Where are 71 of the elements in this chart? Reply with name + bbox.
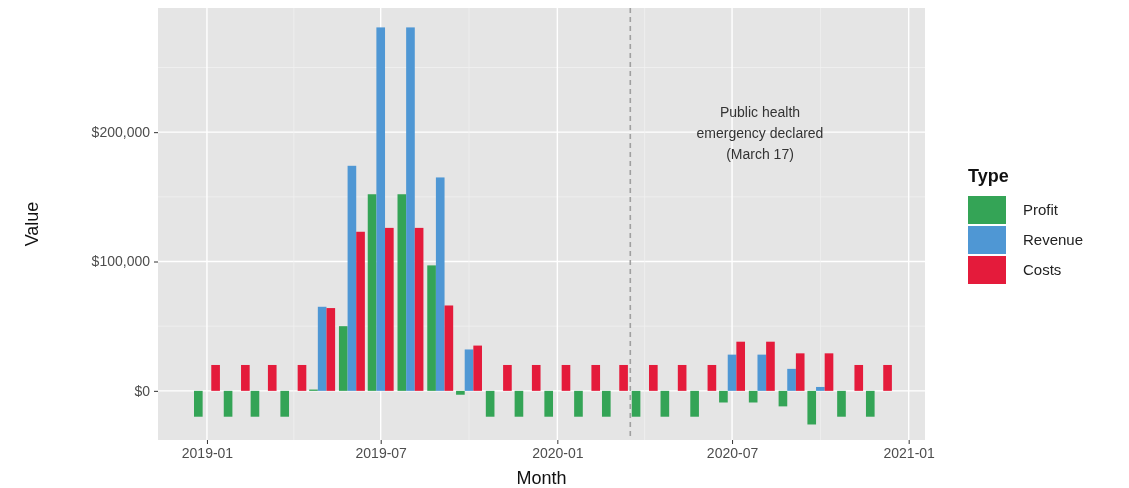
bar (619, 364, 628, 391)
bar (531, 364, 541, 391)
bar (816, 386, 825, 391)
bar (561, 364, 571, 391)
bar (677, 364, 687, 391)
y-axis-title: Value (22, 201, 42, 247)
bar (503, 364, 512, 391)
bar (456, 390, 465, 395)
bar (250, 390, 260, 417)
bar (347, 165, 357, 391)
bar (194, 390, 203, 417)
bar (367, 194, 377, 391)
bar (317, 306, 327, 391)
bar (280, 390, 290, 417)
bar (473, 345, 482, 391)
bar (485, 390, 495, 417)
bar (707, 364, 717, 391)
bar (241, 364, 250, 391)
bar (574, 390, 583, 417)
bar (591, 364, 601, 391)
bar (435, 177, 445, 391)
bar (414, 227, 424, 391)
bar (649, 364, 658, 391)
bar (464, 349, 474, 391)
bar (444, 305, 454, 391)
bar (427, 265, 436, 391)
bar (385, 227, 394, 391)
legend-label: Costs (1023, 261, 1062, 278)
legend-title: Type (968, 166, 1009, 186)
bar (660, 390, 670, 417)
x-tick-label: 2020-01 (532, 444, 584, 461)
bar (766, 341, 775, 391)
annotation: Public health emergency declared (March 17) (696, 104, 824, 162)
legend-label: Revenue (1023, 231, 1084, 248)
bar (736, 341, 746, 391)
bar (824, 353, 834, 391)
bar (297, 364, 307, 391)
bar (883, 364, 892, 391)
bar (690, 390, 699, 417)
bar (223, 390, 233, 417)
bar (795, 353, 805, 391)
x-tick-label: 2019-07 (355, 444, 408, 461)
bar (544, 390, 554, 417)
y-tick-label: $0 (134, 382, 151, 399)
legend-label: Profit (1023, 201, 1059, 218)
bar (854, 364, 864, 391)
bar (727, 354, 737, 391)
y-tick-label: $200,000 (91, 124, 151, 141)
bar (837, 390, 846, 417)
bar (757, 354, 767, 391)
x-tick-label: 2019-01 (181, 444, 234, 461)
bar (406, 27, 415, 391)
y-tick-label: $100,000 (91, 253, 151, 270)
bar (514, 390, 524, 417)
bar (778, 390, 788, 407)
bar (267, 364, 277, 391)
bar (356, 231, 365, 391)
bar (601, 390, 611, 417)
bar (631, 390, 641, 417)
bar (326, 308, 336, 391)
x-tick-label: 2021-01 (883, 444, 936, 461)
bar (865, 390, 875, 417)
bar (211, 364, 220, 391)
bar (807, 390, 817, 425)
bar (376, 27, 386, 391)
bar (719, 390, 728, 403)
x-axis-title: Month (516, 468, 567, 488)
x-tick-label: 2020-07 (706, 444, 759, 461)
bar (397, 194, 407, 391)
bar (787, 368, 796, 391)
bar (338, 326, 348, 391)
